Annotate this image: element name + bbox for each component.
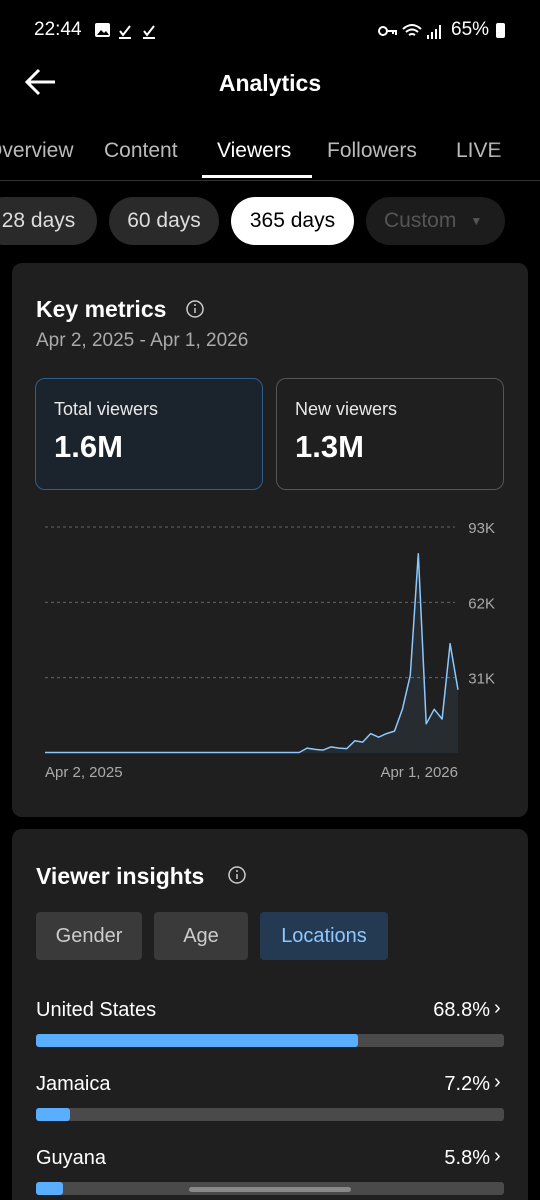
y-tick-label: 62K (468, 595, 495, 612)
metric-card[interactable]: New viewers 1.3M (276, 378, 504, 490)
metric-label: New viewers (295, 399, 398, 419)
location-name[interactable]: United States (36, 999, 157, 1021)
chevron[interactable]: › (494, 1145, 501, 1167)
range-bar: 28 days 60 days 365 days Custom ▼ (0, 197, 540, 247)
metric-value: 1.3M (295, 429, 364, 464)
card-title: Key metrics (36, 296, 167, 322)
battery-level: 65% (451, 19, 490, 40)
line-series (45, 552, 459, 754)
location-percent: 7.2% (444, 1073, 490, 1095)
range-chip[interactable]: 60 days (109, 197, 219, 245)
y-tick-label: 93K (468, 520, 495, 537)
metric-value: 1.6M (54, 429, 123, 464)
key-metrics-card (12, 263, 528, 817)
x-tick-label: Apr 2, 2025 (45, 764, 123, 781)
date-range: Apr 2, 2025 - Apr 1, 2026 (36, 330, 249, 351)
range-label: Custom (384, 209, 457, 232)
dropdown-icon: ▼ (470, 214, 483, 228)
bar (36, 1182, 64, 1195)
battery-icon (496, 23, 505, 38)
bar-track (36, 1108, 504, 1121)
line-area (45, 553, 458, 753)
chevron[interactable]: › (494, 1071, 501, 1093)
range-chip[interactable]: 28 days (0, 197, 97, 245)
range-chip-disabled[interactable]: Custom ▼ (366, 197, 505, 245)
location-percent: 68.8% (433, 999, 490, 1021)
tab-bar: Overview Content Viewers Followers LIVE (0, 130, 540, 180)
location-name[interactable]: Jamaica (36, 1073, 111, 1095)
tab-selected[interactable]: Viewers (217, 139, 292, 162)
tab-indicator (202, 175, 312, 178)
header-title: Analytics (218, 70, 322, 96)
back-button[interactable] (24, 67, 58, 97)
location-percent: 5.8% (444, 1147, 490, 1169)
tab[interactable]: Content (104, 139, 178, 162)
chevron[interactable]: › (494, 997, 501, 1019)
card-title: Viewer insights (36, 863, 205, 889)
y-tick-label: 31K (468, 671, 495, 688)
status-icons-right (378, 24, 441, 39)
location-name[interactable]: Guyana (36, 1147, 107, 1169)
bar (36, 1108, 70, 1121)
viewer-insights-card (12, 829, 528, 1200)
tab-fade (490, 130, 540, 180)
metric-label: Total viewers (54, 399, 159, 419)
bar (36, 1034, 358, 1047)
divider (0, 180, 540, 181)
status-time: 22:44 (34, 19, 82, 40)
home-indicator (189, 1187, 351, 1192)
info-icon[interactable] (227, 865, 247, 885)
segment-button[interactable]: Age (154, 912, 248, 960)
range-chip-selected[interactable]: 365 days (231, 197, 354, 245)
tab[interactable]: Followers (327, 139, 417, 162)
segment-button[interactable]: Gender (36, 912, 142, 960)
segment-button-selected[interactable]: Locations (260, 912, 388, 960)
x-tick-label: Apr 1, 2026 (380, 764, 458, 781)
status-icons (95, 23, 155, 39)
info-icon[interactable] (185, 299, 205, 319)
metric-card-selected[interactable]: Total viewers 1.6M (35, 378, 263, 490)
tab[interactable]: Overview (0, 139, 74, 162)
line-chart: 31K 62K 93K Apr 2, 2025 Apr 1, 2026 (45, 520, 495, 781)
